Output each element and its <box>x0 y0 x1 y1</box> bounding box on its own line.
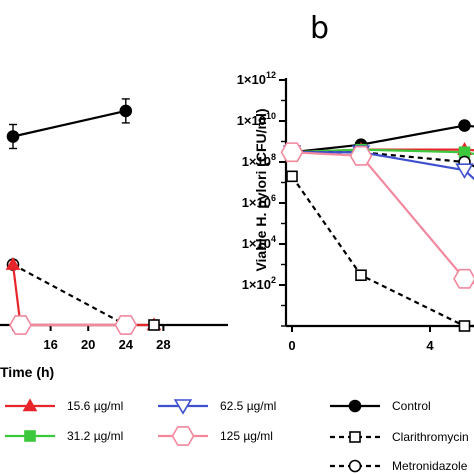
panel-a-point-clarithromycin <box>148 319 160 331</box>
panel-b-point-clarithromycin <box>286 170 298 183</box>
panel-b-y-tick-label: 1×102 <box>242 275 276 292</box>
panel-a-x-tick-label: 28 <box>156 337 170 352</box>
panel-b-x-tick-label: 4 <box>426 338 434 353</box>
panel-b-point-125-ug-ml <box>280 142 304 163</box>
legend-marker-31-2-ug-ml <box>24 430 36 442</box>
legend-label: Clarithromycin <box>392 430 469 444</box>
legend-marker-62-5-ug-ml <box>173 399 193 415</box>
panel-b-point-clarithromycin <box>355 269 367 282</box>
panel-a-point-125-ug-ml <box>114 315 138 335</box>
panel-b-y-tick-label: 1×108 <box>242 152 276 169</box>
legend-label: 31.2 µg/ml <box>67 429 123 443</box>
panel-b-point-clarithromycin <box>458 320 471 332</box>
panel-a-x-axis-title: Time (h) <box>0 364 54 380</box>
panel-b-letter: b <box>310 11 329 46</box>
legend-marker-clarithromycin <box>349 431 361 443</box>
legend-item-31-2-ug-ml: 31.2 µg/ml <box>5 429 123 443</box>
legend-marker-control <box>348 399 362 413</box>
panel-a-point-control <box>6 130 20 143</box>
panel-a-series-line-15-6-ug-ml <box>11 264 154 327</box>
legend-item-metronidazole: Metronidazole <box>330 459 468 473</box>
panel-b-x-tick-label: 0 <box>288 338 295 353</box>
panel-b-y-tick-label: 1×104 <box>242 234 276 251</box>
panel-a-series-line-metronidazole <box>12 263 127 326</box>
panel-a-x-tick-label: 24 <box>119 337 134 352</box>
panel-b-y-axis-title: Viable H. pylori (CFU/ml) <box>253 108 269 271</box>
panel-a-x-tick-label: 16 <box>43 337 57 352</box>
legend-label: Metronidazole <box>392 459 468 473</box>
legend-item-clarithromycin: Clarithromycin <box>330 430 469 444</box>
panel-a-point-15-6-ug-ml <box>5 256 21 270</box>
panel-a-series-line-control <box>12 109 127 138</box>
legend-label: 125 µg/ml <box>220 429 273 443</box>
legend-item-15-6-ug-ml: 15.6 µg/ml <box>5 398 123 413</box>
legend-item-62-5-ug-ml: 62.5 µg/ml <box>158 399 276 415</box>
panel-b-series-line-control <box>291 124 474 154</box>
panel-b-y-tick-label: 1×1010 <box>237 111 276 128</box>
panel-b-series-line-125-ug-ml <box>291 151 474 285</box>
panel-b-point-62-5-ug-ml <box>455 163 474 179</box>
panel-b-series-line-62-5-ug-ml <box>292 151 474 181</box>
legend-item-control: Control <box>330 399 431 413</box>
legend-marker-125-ug-ml <box>171 426 195 446</box>
legend-item-125-ug-ml: 125 µg/ml <box>158 426 273 446</box>
legend-marker-metronidazole <box>348 459 362 473</box>
panel-b-point-125-ug-ml <box>453 268 474 289</box>
panel-b-point-125-ug-ml <box>349 145 373 166</box>
panel-a-chart: 16 20 24 28 <box>0 98 228 352</box>
legend: 15.6 µg/ml 62.5 µg/ml Control 31.2 µg/ml 125… <box>5 398 469 473</box>
panel-a-x-tick-label: 20 <box>81 337 95 352</box>
panel-b-y-tick-label: 1×1012 <box>237 70 276 87</box>
panel-a-point-control <box>119 104 133 118</box>
panel-b-y-tick-label: 1×106 <box>242 193 276 210</box>
legend-label: 62.5 µg/ml <box>220 399 276 413</box>
legend-label: Control <box>392 399 431 413</box>
panel-b-point-control <box>458 119 471 132</box>
legend-label: 15.6 µg/ml <box>67 399 123 413</box>
legend-marker-15-6-ug-ml <box>22 398 38 412</box>
panel-a-point-125-ug-ml <box>9 315 32 335</box>
panel-b-series-line-clarithromycin <box>291 175 474 328</box>
